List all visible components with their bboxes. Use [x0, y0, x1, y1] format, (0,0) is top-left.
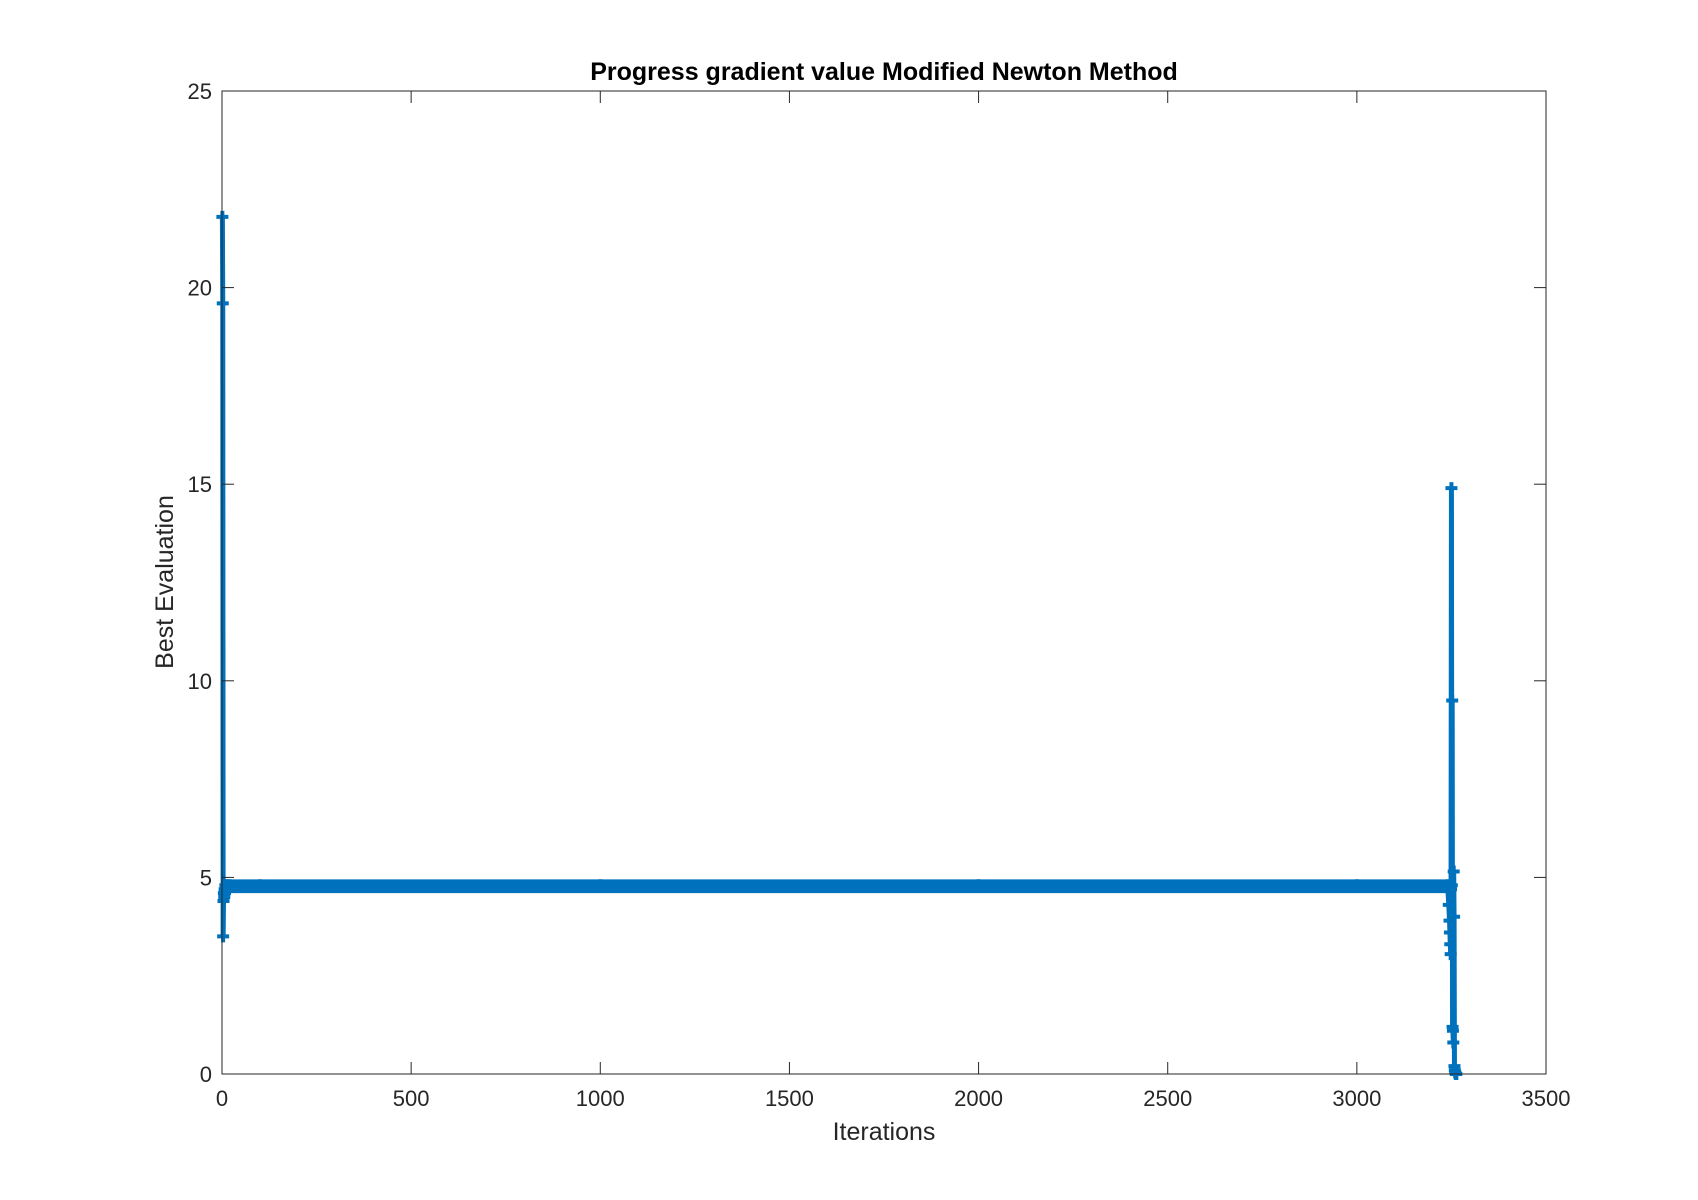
- series-marker: [1350, 879, 1363, 892]
- series-marker: [783, 879, 796, 892]
- x-tick-label: 500: [393, 1086, 430, 1111]
- series-marker: [1444, 948, 1457, 961]
- y-tick-label: 25: [188, 79, 212, 104]
- y-axis-label: Best Evaluation: [151, 495, 179, 669]
- x-tick-label: 2000: [954, 1086, 1003, 1111]
- x-tick-label: 3000: [1332, 1086, 1381, 1111]
- series-marker: [1446, 694, 1459, 707]
- series-marker: [1443, 926, 1456, 939]
- series-marker-band: [225, 879, 1448, 894]
- x-tick-label: 1000: [576, 1086, 625, 1111]
- series-marker: [1445, 482, 1458, 495]
- x-tick-label: 0: [216, 1086, 228, 1111]
- series-marker: [1447, 1036, 1460, 1049]
- series-marker: [217, 930, 230, 943]
- series-marker: [594, 879, 607, 892]
- y-tick-label: 15: [188, 472, 212, 497]
- axes-box: [221, 90, 1547, 1075]
- series-marker: [972, 879, 985, 892]
- series-marker: [1426, 879, 1439, 892]
- series-marker: [1161, 879, 1174, 892]
- series-layer: [216, 210, 1463, 1080]
- series-marker: [253, 879, 266, 892]
- y-tick-label: 0: [200, 1062, 212, 1087]
- series-marker: [405, 879, 418, 892]
- series-marker: [1446, 1024, 1459, 1037]
- x-tick-label: 3500: [1522, 1086, 1571, 1111]
- series-marker: [1447, 865, 1460, 878]
- x-axis-label: Iterations: [833, 1118, 936, 1146]
- y-tick-label: 5: [200, 865, 212, 890]
- y-tick-label: 10: [188, 669, 212, 694]
- series-marker: [216, 297, 229, 310]
- tick-layer: 0 500 1000 1500 2000 2500 3000 3500 0 5 10 15 20 25: [188, 79, 1571, 1111]
- series-marker: [1442, 898, 1455, 911]
- series-marker: [1448, 910, 1461, 923]
- chart-title: Progress gradient value Modified Newton …: [590, 58, 1178, 86]
- series-marker: [227, 880, 240, 893]
- y-tick-label: 20: [188, 276, 212, 301]
- x-tick-label: 1500: [765, 1086, 814, 1111]
- plot-area: [222, 91, 1546, 1074]
- series-marker: [1445, 879, 1458, 892]
- x-tick-label: 2500: [1143, 1086, 1192, 1111]
